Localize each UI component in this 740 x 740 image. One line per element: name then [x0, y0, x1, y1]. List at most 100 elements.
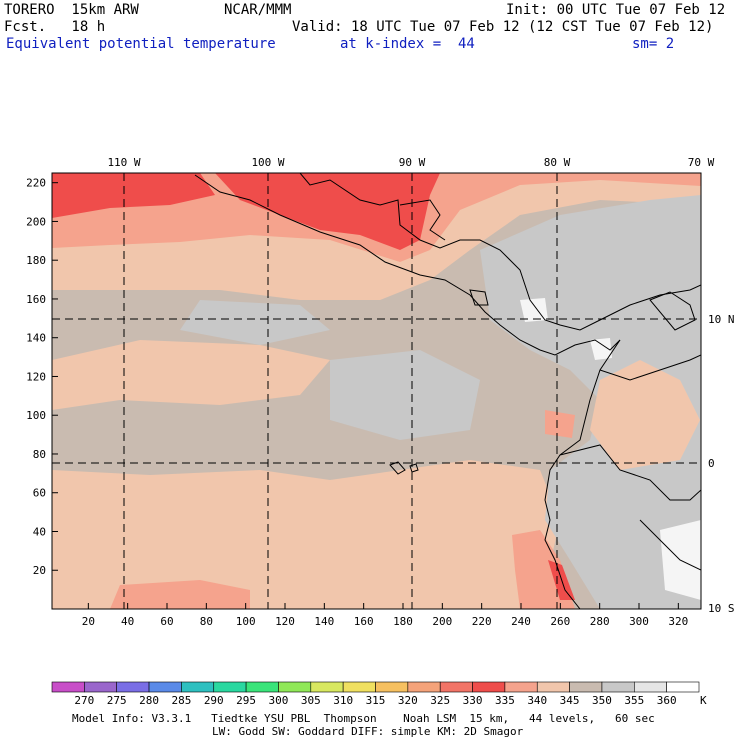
border-guatemala — [399, 199, 446, 241]
colorbar-label: 315 — [366, 694, 386, 707]
colorbar-label: 330 — [463, 694, 483, 707]
lat-label: 0 — [708, 457, 715, 470]
colorbar-swatch — [51, 681, 85, 693]
coastline-pacific-central-america — [194, 174, 621, 356]
y-tick-label: 200 — [26, 215, 46, 228]
colorbar-label: 295 — [236, 694, 256, 707]
colorbar-unit: K — [700, 694, 707, 707]
galapagos-islands-2 — [409, 463, 419, 473]
y-index-ticks: 20 40 60 80 100 120 140 160 180 200 220 — [26, 177, 58, 577]
plot-frame — [51, 172, 702, 610]
x-tick-label: 320 — [668, 615, 688, 628]
field-salmon-blob — [545, 410, 575, 438]
x-tick-label: 140 — [314, 615, 334, 628]
colorbar-swatch — [116, 681, 150, 693]
x-tick-label: 120 — [275, 615, 295, 628]
colorbar-swatch — [407, 681, 441, 693]
colorbar-label: 340 — [527, 694, 547, 707]
colorbar-label: 310 — [333, 694, 353, 707]
colorbar-label: 335 — [495, 694, 515, 707]
colorbar-swatch — [181, 681, 215, 693]
smoothing-label: sm= 2 — [632, 36, 675, 52]
x-tick-label: 80 — [200, 615, 213, 628]
field-cool-grey-east — [480, 195, 701, 609]
init-time: Init: 00 UTC Tue 07 Feb 12 — [506, 2, 726, 18]
model-title: TORERO 15km ARW — [4, 2, 139, 18]
forecast-hour: Fcst. 18 h — [4, 19, 106, 35]
colorbar-swatch — [148, 681, 182, 693]
colorbar-label: 325 — [430, 694, 450, 707]
colorbar-swatch — [310, 681, 344, 693]
lon-label: 100 W — [251, 156, 284, 169]
colorbar-swatch — [569, 681, 603, 693]
model-info-line-2: LW: Godd SW: Goddard DIFF: simple KM: 2D… — [212, 725, 524, 738]
organization-label: NCAR/MMM — [224, 2, 292, 18]
colorbar-swatch — [342, 681, 376, 693]
y-tick-label: 160 — [26, 293, 46, 306]
y-tick-label: 100 — [26, 409, 46, 422]
colorbar-swatch — [84, 681, 117, 693]
border-ecuador-peru — [559, 444, 701, 501]
field-name: Equivalent potential temperature — [6, 36, 276, 52]
valid-time: Valid: 18 UTC Tue 07 Feb 12 (12 CST Tue … — [292, 19, 714, 35]
field-cool-grey-west — [180, 300, 330, 345]
colorbar-swatch — [278, 681, 312, 693]
field-white-caribbean — [520, 298, 548, 322]
y-tick-label: 120 — [26, 370, 46, 383]
colorbar-swatch — [601, 681, 635, 693]
x-tick-label: 180 — [393, 615, 413, 628]
colorbar-label: 285 — [171, 694, 191, 707]
model-info-line-1: Model Info: V3.3.1 Tiedtke YSU PBL Thomp… — [72, 712, 655, 725]
lat-label: 10 S — [708, 602, 735, 615]
field-peach-mid — [52, 340, 330, 410]
x-tick-label: 220 — [472, 615, 492, 628]
longitude-labels: 110 W 100 W 90 W 80 W 70 W — [107, 156, 714, 169]
colorbar-label: 280 — [139, 694, 159, 707]
field-red-northwest — [52, 173, 215, 218]
lon-label: 110 W — [107, 156, 140, 169]
colorbar-swatch — [666, 681, 700, 693]
colorbar-swatch — [245, 681, 279, 693]
colorbar-swatch — [633, 681, 667, 693]
colorbar-swatch — [504, 681, 538, 693]
y-tick-label: 180 — [26, 254, 46, 267]
colorbar-swatch — [213, 681, 247, 693]
colorbar-label: 355 — [624, 694, 644, 707]
x-index-ticks: 20 40 60 80 100 120 140 160 180 200 220 240 260 280 30… — [82, 603, 688, 628]
colorbar-swatch — [536, 681, 570, 693]
y-tick-label: 20 — [33, 564, 46, 577]
graticule — [52, 173, 701, 609]
field-peach-south — [52, 460, 560, 609]
level-label: at k-index = 44 — [340, 36, 475, 52]
colorbar-label: 290 — [204, 694, 224, 707]
cuba-coast — [469, 289, 489, 306]
theta-e-field — [52, 173, 701, 609]
x-tick-label: 100 — [236, 615, 256, 628]
y-tick-label: 40 — [33, 525, 46, 538]
y-tick-label: 60 — [33, 487, 46, 500]
field-cool-grey-center — [330, 350, 480, 440]
x-tick-label: 280 — [590, 615, 610, 628]
colorbar-swatch — [439, 681, 473, 693]
colorbar-label: 300 — [269, 694, 289, 707]
y-tick-label: 220 — [26, 177, 46, 190]
colorbar-label: 270 — [74, 694, 94, 707]
x-tick-label: 60 — [160, 615, 173, 628]
border-peru-brazil — [639, 519, 701, 571]
field-peach-colombia — [590, 360, 700, 470]
colorbar-label: 350 — [592, 694, 612, 707]
x-tick-label: 300 — [629, 615, 649, 628]
colorbar-swatch — [375, 681, 409, 693]
colorbar — [51, 681, 700, 693]
colorbar-swatch — [472, 681, 506, 693]
field-white-panama — [590, 338, 612, 360]
lon-label: 90 W — [399, 156, 426, 169]
y-tick-label: 80 — [33, 448, 46, 461]
colorbar-label: 320 — [398, 694, 418, 707]
field-red-mexico — [215, 173, 440, 250]
colorbar-label: 345 — [560, 694, 580, 707]
caribbean-islands — [649, 291, 696, 331]
coastline-caribbean — [299, 173, 701, 331]
x-tick-label: 40 — [121, 615, 134, 628]
